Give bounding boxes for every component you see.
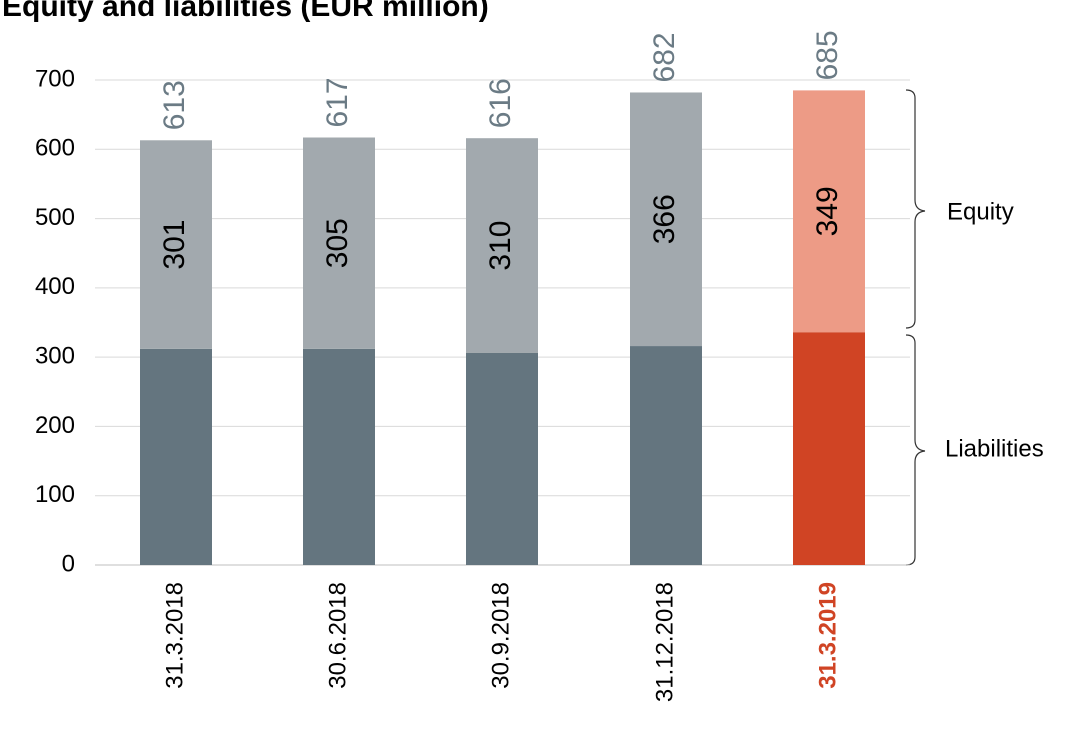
x-tick-label: 31.3.2019 [814,582,841,689]
total-label: 682 [648,32,681,82]
total-label: 617 [321,77,354,127]
legend-label: Equity [947,198,1014,225]
bar-segment [793,90,865,333]
bar-segment [630,346,702,565]
chart-title: Equity and liabilities (EUR million) [2,0,489,23]
data-label: 305 [321,218,354,268]
x-tick-label: 30.9.2018 [487,582,514,689]
y-tick-label: 200 [35,412,75,439]
y-tick-label: 0 [62,550,75,577]
liabilities-bracket [905,334,926,566]
y-tick-label: 700 [35,65,75,92]
y-tick-label: 500 [35,204,75,231]
equity-bracket [905,89,926,329]
data-label: 301 [158,220,191,270]
y-tick-label: 600 [35,135,75,162]
total-label: 613 [158,80,191,130]
bar-segment [303,348,375,565]
bar-segment [140,140,212,349]
total-label: 685 [811,30,844,80]
x-tick-label: 30.6.2018 [324,582,351,689]
x-tick-label: 31.3.2018 [161,582,188,689]
data-label: 310 [484,221,517,271]
bar-segment [140,348,212,565]
data-label: 349 [811,186,844,236]
bar-segment [793,332,865,565]
bar-segment [630,92,702,347]
y-tick-label: 400 [35,273,75,300]
bar-segment [303,137,375,349]
data-label: 366 [648,194,681,244]
legend-label: Liabilities [945,435,1044,462]
bar-segment [466,138,538,353]
y-tick-label: 300 [35,342,75,369]
bar-segment [466,352,538,565]
total-label: 616 [484,78,517,128]
x-tick-label: 31.12.2018 [651,582,678,702]
y-tick-label: 100 [35,481,75,508]
